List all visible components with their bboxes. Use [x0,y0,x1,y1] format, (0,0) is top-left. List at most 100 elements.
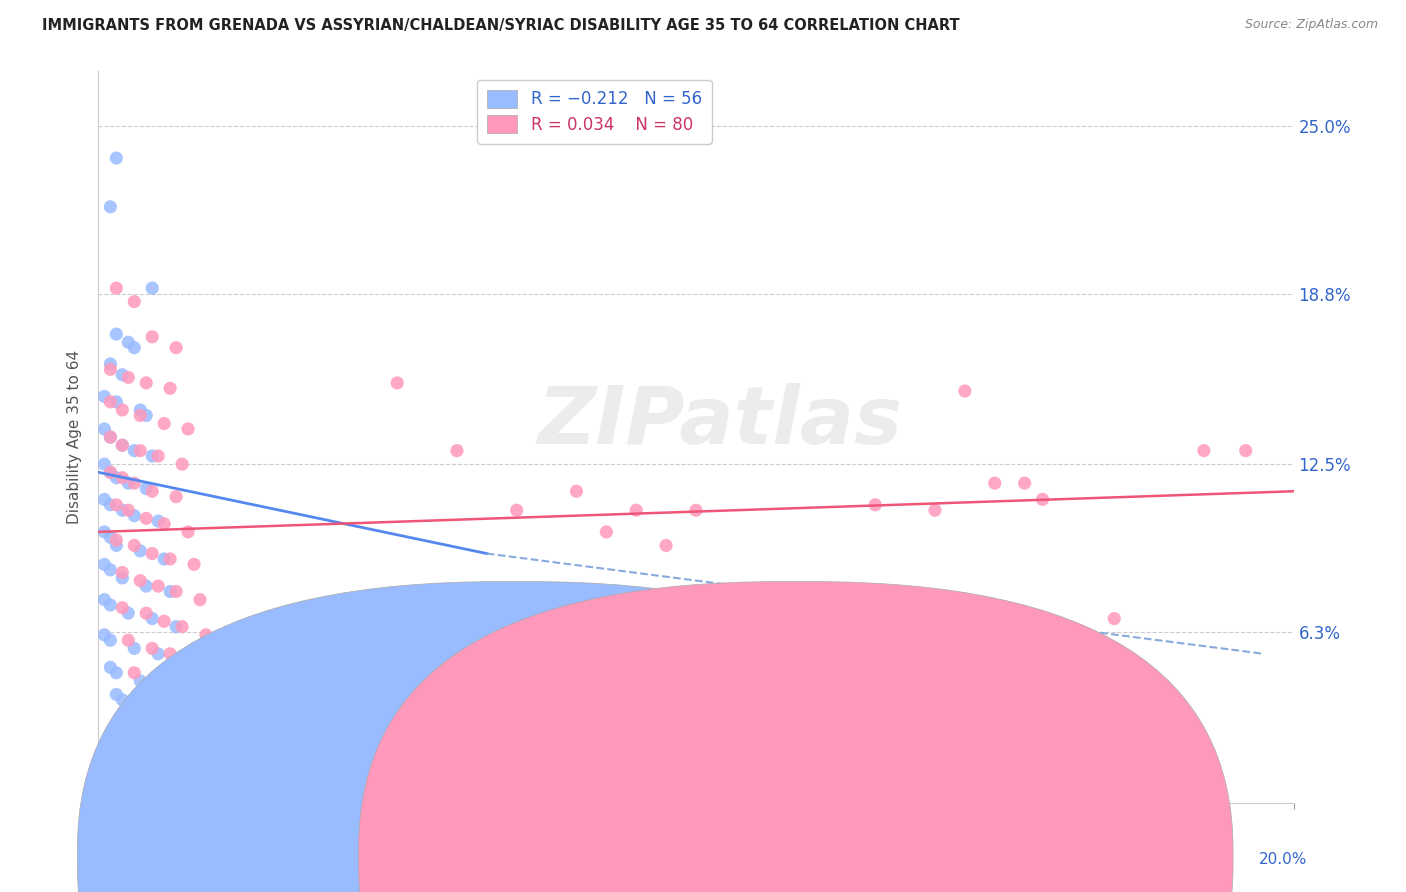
Point [117,476,139,491]
Point [446,443,468,458]
Point [188,592,211,607]
Point [953,384,976,398]
Point [153,516,176,531]
Point [98,395,122,409]
Point [98,498,122,512]
Point [506,503,529,517]
Point [111,438,134,452]
Point [195,688,218,702]
Point [135,376,157,390]
Point [105,533,128,547]
Point [98,633,122,648]
Point [98,357,122,371]
Point [141,611,163,625]
Point [153,552,176,566]
Point [98,430,122,444]
Point [1014,476,1036,491]
Point [93,592,115,607]
Point [135,409,157,423]
Point [98,200,122,214]
Point [165,490,187,504]
Point [105,327,128,342]
Point [1234,443,1257,458]
Point [135,579,157,593]
Point [141,641,163,656]
Point [183,714,205,729]
Point [804,639,827,653]
Point [129,403,152,417]
Point [172,681,194,696]
Point [111,403,134,417]
Point [595,524,617,539]
Point [124,443,146,458]
Point [117,335,139,350]
Point [111,503,134,517]
Text: Assyrians/Chaldeans/Syriacs: Assyrians/Chaldeans/Syriacs [820,850,1038,864]
Point [98,660,122,674]
Text: IMMIGRANTS FROM GRENADA VS ASSYRIAN/CHALDEAN/SYRIAC DISABILITY AGE 35 TO 64 CORR: IMMIGRANTS FROM GRENADA VS ASSYRIAN/CHAL… [42,18,960,33]
Point [124,294,146,309]
Point [105,688,128,702]
Point [117,370,139,384]
Legend: R = −0.212   N = 56, R = 0.034    N = 80: R = −0.212 N = 56, R = 0.034 N = 80 [477,79,711,144]
Point [148,449,170,463]
Point [865,498,887,512]
Point [172,655,194,669]
Point [159,584,181,599]
Point [141,330,163,344]
Point [98,430,122,444]
Point [93,457,115,471]
Point [655,538,678,552]
Point [111,600,134,615]
Point [129,409,152,423]
Point [93,628,115,642]
Point [153,679,176,693]
Point [141,484,163,499]
Point [135,701,157,715]
Point [111,566,134,580]
Point [129,443,152,458]
Point [159,647,181,661]
Point [111,471,134,485]
Point [183,558,205,572]
Point [105,471,128,485]
Point [111,368,134,382]
Point [153,417,176,431]
Point [105,281,128,295]
Point [135,482,157,496]
Point [172,457,194,471]
Point [159,552,181,566]
Point [165,736,187,750]
Point [385,376,409,390]
Point [98,563,122,577]
Point [165,341,187,355]
Point [98,530,122,544]
Point [105,395,128,409]
Point [111,438,134,452]
Point [153,615,176,629]
Point [124,641,146,656]
Point [141,547,163,561]
Point [93,558,115,572]
Point [111,571,134,585]
Point [177,422,200,436]
Point [117,606,139,620]
Point [124,476,146,491]
Text: 20.0%: 20.0% [1260,852,1308,867]
Point [714,633,737,648]
Text: ZIPatlas: ZIPatlas [537,384,903,461]
Text: Immigrants from Grenada: Immigrants from Grenada [537,850,735,864]
Point [93,524,115,539]
Point [1104,611,1126,625]
Point [745,611,768,625]
Point [159,706,181,721]
Point [105,538,128,552]
Point [775,639,797,653]
Point [129,673,152,688]
Point [1073,628,1095,642]
Point [93,389,115,403]
Point [105,498,128,512]
Point [685,503,707,517]
Point [129,574,152,588]
Point [124,341,146,355]
